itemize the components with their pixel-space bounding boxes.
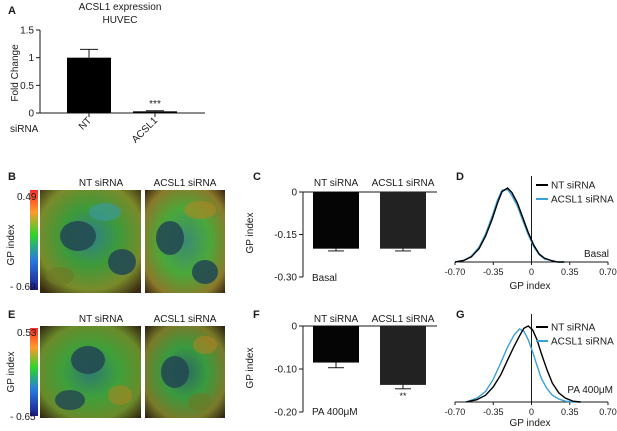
bar-nt (313, 326, 359, 363)
legend-label: ACSL1 siRNA (551, 337, 614, 348)
chart-d-condition: Basal (584, 249, 609, 260)
micrograph-b-acsl1 (145, 190, 225, 293)
scale-max-e: 0.53 (17, 328, 37, 339)
chart-a-subtitle: HUVEC (102, 15, 137, 26)
gp-color-scale-e (30, 328, 38, 416)
x-tick-label: 0.35 (561, 267, 579, 277)
scale-max-b: 0.49 (17, 192, 37, 203)
x-tick-label: -0.35 (483, 267, 504, 277)
y-tick-label: 1.5 (20, 26, 34, 37)
y-tick-label: -0.20 (274, 408, 297, 419)
bar-acsl1 (133, 111, 177, 113)
bar-nt (67, 57, 111, 113)
y-tick-label: 0.5 (20, 81, 34, 92)
chart-f-condition: PA 400μM (312, 407, 358, 418)
chart-a-plot: 0 0.5 1 1.5 NT *** ACSL1 (20, 26, 205, 146)
gp-color-scale-b (30, 190, 38, 290)
y-tick-label: -0.10 (274, 365, 297, 376)
micrograph-b-nt (40, 190, 141, 293)
bar-nt (313, 192, 359, 249)
x-tick-label: ACSL1 (130, 115, 160, 145)
x-tick-label: 0 (529, 267, 534, 277)
micrograph-e-nt (40, 326, 141, 418)
panel-letter-c: C (253, 171, 261, 183)
chart-g-condition: PA 400μM (567, 385, 613, 396)
panel-letter-e: E (8, 309, 15, 321)
chart-f-cat-nt: NT siRNA (314, 314, 359, 325)
chart-d-plot: -0.70 -0.35 0 0.35 0.70 NT siRNA ACSL1 siRNA (445, 176, 617, 277)
series-line-nt (454, 187, 565, 263)
image-title-e-nt: NT siRNA (79, 314, 124, 325)
image-title-b-acsl1: ACSL1 siRNA (154, 178, 217, 189)
bar-acsl1 (380, 326, 426, 385)
chart-c-cat-acsl1: ACSL1 siRNA (372, 178, 435, 189)
chart-c-ylabel: GP index (245, 213, 256, 254)
panel-letter-g: G (456, 309, 465, 321)
chart-g-xlabel: GP index (510, 418, 551, 429)
chart-c-plot: 0 -0.15 -0.30 (274, 188, 437, 284)
chart-f-plot: 0 -0.10 -0.20 ** (274, 322, 437, 419)
panel-letter-f: F (253, 309, 260, 321)
x-tick-label: 0.70 (599, 267, 617, 277)
legend-label: NT siRNA (551, 181, 596, 192)
significance-mark: ** (399, 391, 407, 401)
image-title-b-nt: NT siRNA (79, 178, 124, 189)
x-tick-label: 0 (529, 407, 534, 417)
legend-label: ACSL1 siRNA (551, 195, 614, 206)
x-tick-label: -0.35 (483, 407, 504, 417)
scale-min-e: - 0.65 (10, 412, 36, 423)
significance-mark: *** (149, 99, 161, 110)
chart-f-ylabel: GP index (245, 348, 256, 389)
bar-acsl1 (380, 192, 426, 249)
chart-d-xlabel: GP index (510, 281, 551, 292)
series-line-acsl1 (465, 328, 581, 403)
x-tick-label: -0.70 (445, 407, 466, 417)
x-tick-label: NT (77, 115, 94, 132)
x-tick-label: 0.70 (599, 407, 617, 417)
chart-a-ylabel: Fold Change (10, 44, 21, 102)
image-title-e-acsl1: ACSL1 siRNA (154, 314, 217, 325)
y-tick-label: 0 (291, 188, 297, 199)
series-line-acsl1 (454, 188, 565, 263)
scale-label-e: GP index (6, 352, 17, 393)
chart-g-plot: -0.70 -0.35 0 0.35 0.70 NT siRNA ACSL1 siRNA (445, 314, 617, 417)
chart-c-cat-nt: NT siRNA (314, 178, 359, 189)
scale-min-b: - 0.69 (10, 282, 36, 293)
chart-a-group-label: siRNA (10, 124, 39, 135)
y-tick-label: -0.30 (274, 273, 297, 284)
panel-letter-a: A (8, 5, 16, 17)
y-tick-label: 1 (28, 53, 34, 64)
micrograph-e-acsl1 (145, 326, 225, 418)
chart-a-title: ACSL1 expression (79, 2, 162, 13)
x-tick-label: 0.35 (561, 407, 579, 417)
y-tick-label: -0.15 (274, 230, 297, 241)
panel-letter-b: B (8, 171, 16, 183)
y-tick-label: 0 (291, 322, 297, 333)
x-tick-label: -0.70 (445, 267, 466, 277)
y-tick-label: 0 (28, 109, 34, 120)
panel-letter-d: D (456, 171, 464, 183)
chart-c-condition: Basal (312, 273, 337, 284)
scale-label-b: GP index (6, 225, 17, 266)
chart-f-cat-acsl1: ACSL1 siRNA (372, 314, 435, 325)
series-line-nt (465, 325, 581, 403)
legend-label: NT siRNA (551, 323, 596, 334)
